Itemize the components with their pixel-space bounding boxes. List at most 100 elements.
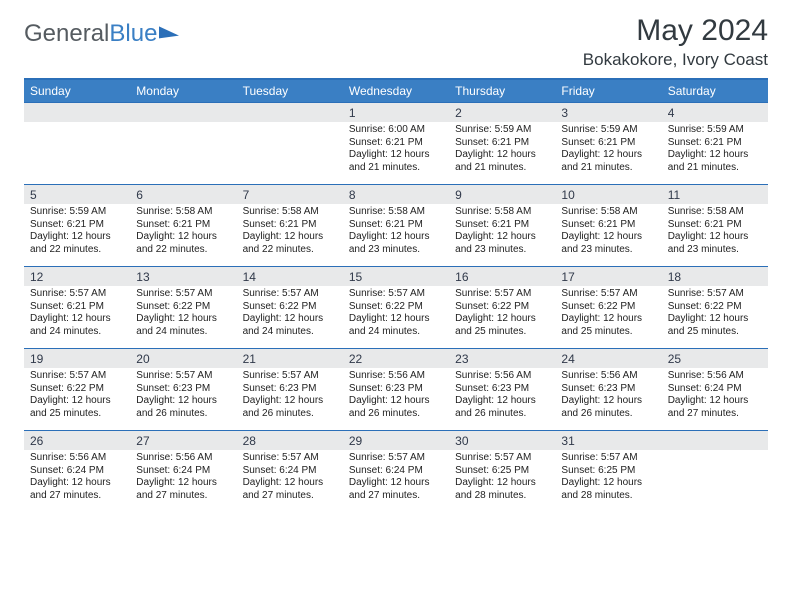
day-number: 15	[343, 267, 449, 286]
dayname: Thursday	[449, 80, 555, 102]
dayname: Tuesday	[237, 80, 343, 102]
calendar: SundayMondayTuesdayWednesdayThursdayFrid…	[24, 78, 768, 512]
sunset-text: Sunset: 6:21 PM	[349, 219, 443, 232]
sunrise-text: Sunrise: 6:00 AM	[349, 124, 443, 137]
month-title: May 2024	[583, 14, 768, 48]
day-number: 20	[130, 349, 236, 368]
daylight-text: Daylight: 12 hours and 22 minutes.	[136, 231, 230, 256]
daylight-text: Daylight: 12 hours and 22 minutes.	[243, 231, 337, 256]
day-cell: Sunrise: 5:56 AMSunset: 6:24 PMDaylight:…	[24, 450, 130, 512]
day-cell: Sunrise: 5:59 AMSunset: 6:21 PMDaylight:…	[555, 122, 661, 184]
title-block: May 2024 Bokakokore, Ivory Coast	[583, 14, 768, 70]
sunrise-text: Sunrise: 5:57 AM	[455, 452, 549, 465]
daylight-text: Daylight: 12 hours and 27 minutes.	[136, 477, 230, 502]
day-number: 22	[343, 349, 449, 368]
week-number-row: 1234	[24, 103, 768, 122]
sunset-text: Sunset: 6:23 PM	[561, 383, 655, 396]
daylight-text: Daylight: 12 hours and 28 minutes.	[455, 477, 549, 502]
day-number	[24, 103, 130, 122]
sunset-text: Sunset: 6:22 PM	[668, 301, 762, 314]
daylight-text: Daylight: 12 hours and 26 minutes.	[243, 395, 337, 420]
logo-word2: Blue	[109, 20, 157, 48]
daylight-text: Daylight: 12 hours and 26 minutes.	[561, 395, 655, 420]
sunrise-text: Sunrise: 5:58 AM	[136, 206, 230, 219]
sunset-text: Sunset: 6:22 PM	[455, 301, 549, 314]
daylight-text: Daylight: 12 hours and 27 minutes.	[243, 477, 337, 502]
sunrise-text: Sunrise: 5:56 AM	[349, 370, 443, 383]
day-number: 23	[449, 349, 555, 368]
sunset-text: Sunset: 6:21 PM	[455, 219, 549, 232]
daylight-text: Daylight: 12 hours and 25 minutes.	[455, 313, 549, 338]
week-number-row: 262728293031	[24, 431, 768, 450]
day-number: 10	[555, 185, 661, 204]
day-cell: Sunrise: 5:57 AMSunset: 6:21 PMDaylight:…	[24, 286, 130, 348]
day-cell: Sunrise: 5:57 AMSunset: 6:23 PMDaylight:…	[237, 368, 343, 430]
day-number: 24	[555, 349, 661, 368]
week: 1234Sunrise: 6:00 AMSunset: 6:21 PMDayli…	[24, 102, 768, 184]
sunrise-text: Sunrise: 5:57 AM	[243, 452, 337, 465]
sunset-text: Sunset: 6:24 PM	[668, 383, 762, 396]
day-cell: Sunrise: 5:57 AMSunset: 6:22 PMDaylight:…	[24, 368, 130, 430]
day-number	[662, 431, 768, 450]
sunrise-text: Sunrise: 5:57 AM	[668, 288, 762, 301]
sunrise-text: Sunrise: 5:57 AM	[136, 370, 230, 383]
day-number: 13	[130, 267, 236, 286]
sunrise-text: Sunrise: 5:58 AM	[243, 206, 337, 219]
day-cell: Sunrise: 5:58 AMSunset: 6:21 PMDaylight:…	[130, 204, 236, 266]
dayname: Wednesday	[343, 80, 449, 102]
sunset-text: Sunset: 6:22 PM	[349, 301, 443, 314]
sunrise-text: Sunrise: 5:57 AM	[349, 452, 443, 465]
day-cell: Sunrise: 5:57 AMSunset: 6:24 PMDaylight:…	[343, 450, 449, 512]
sunrise-text: Sunrise: 5:57 AM	[243, 370, 337, 383]
daylight-text: Daylight: 12 hours and 26 minutes.	[136, 395, 230, 420]
day-cell: Sunrise: 5:58 AMSunset: 6:21 PMDaylight:…	[449, 204, 555, 266]
sunrise-text: Sunrise: 5:57 AM	[349, 288, 443, 301]
week-body-row: Sunrise: 5:57 AMSunset: 6:21 PMDaylight:…	[24, 286, 768, 348]
week: 12131415161718Sunrise: 5:57 AMSunset: 6:…	[24, 266, 768, 348]
sunset-text: Sunset: 6:24 PM	[349, 465, 443, 478]
daylight-text: Daylight: 12 hours and 21 minutes.	[349, 149, 443, 174]
dayname-row: SundayMondayTuesdayWednesdayThursdayFrid…	[24, 80, 768, 102]
sunset-text: Sunset: 6:21 PM	[668, 219, 762, 232]
daylight-text: Daylight: 12 hours and 27 minutes.	[30, 477, 124, 502]
week-body-row: Sunrise: 6:00 AMSunset: 6:21 PMDaylight:…	[24, 122, 768, 184]
sunrise-text: Sunrise: 5:58 AM	[349, 206, 443, 219]
sunset-text: Sunset: 6:24 PM	[136, 465, 230, 478]
dayname: Friday	[555, 80, 661, 102]
sunset-text: Sunset: 6:23 PM	[136, 383, 230, 396]
day-number: 9	[449, 185, 555, 204]
daylight-text: Daylight: 12 hours and 21 minutes.	[668, 149, 762, 174]
day-number: 29	[343, 431, 449, 450]
dayname: Saturday	[662, 80, 768, 102]
day-cell: Sunrise: 5:56 AMSunset: 6:24 PMDaylight:…	[662, 368, 768, 430]
day-cell: Sunrise: 5:56 AMSunset: 6:23 PMDaylight:…	[555, 368, 661, 430]
day-cell: Sunrise: 5:59 AMSunset: 6:21 PMDaylight:…	[662, 122, 768, 184]
day-cell: Sunrise: 5:58 AMSunset: 6:21 PMDaylight:…	[343, 204, 449, 266]
sunrise-text: Sunrise: 5:57 AM	[136, 288, 230, 301]
week: 19202122232425Sunrise: 5:57 AMSunset: 6:…	[24, 348, 768, 430]
sunrise-text: Sunrise: 5:57 AM	[30, 288, 124, 301]
day-number: 2	[449, 103, 555, 122]
sunset-text: Sunset: 6:21 PM	[136, 219, 230, 232]
week-body-row: Sunrise: 5:57 AMSunset: 6:22 PMDaylight:…	[24, 368, 768, 430]
sunset-text: Sunset: 6:21 PM	[561, 137, 655, 150]
sunset-text: Sunset: 6:25 PM	[561, 465, 655, 478]
day-cell: Sunrise: 5:56 AMSunset: 6:23 PMDaylight:…	[449, 368, 555, 430]
day-cell: Sunrise: 5:59 AMSunset: 6:21 PMDaylight:…	[449, 122, 555, 184]
day-cell: Sunrise: 5:58 AMSunset: 6:21 PMDaylight:…	[555, 204, 661, 266]
sunrise-text: Sunrise: 5:57 AM	[30, 370, 124, 383]
sunset-text: Sunset: 6:21 PM	[668, 137, 762, 150]
sunset-text: Sunset: 6:21 PM	[561, 219, 655, 232]
day-cell: Sunrise: 5:57 AMSunset: 6:22 PMDaylight:…	[237, 286, 343, 348]
week-number-row: 567891011	[24, 185, 768, 204]
daylight-text: Daylight: 12 hours and 25 minutes.	[668, 313, 762, 338]
sunset-text: Sunset: 6:21 PM	[243, 219, 337, 232]
sunrise-text: Sunrise: 5:57 AM	[561, 288, 655, 301]
day-cell: Sunrise: 5:56 AMSunset: 6:24 PMDaylight:…	[130, 450, 236, 512]
day-cell	[24, 122, 130, 184]
day-cell: Sunrise: 5:57 AMSunset: 6:22 PMDaylight:…	[343, 286, 449, 348]
week-body-row: Sunrise: 5:56 AMSunset: 6:24 PMDaylight:…	[24, 450, 768, 512]
dayname: Monday	[130, 80, 236, 102]
day-cell: Sunrise: 6:00 AMSunset: 6:21 PMDaylight:…	[343, 122, 449, 184]
sunset-text: Sunset: 6:21 PM	[30, 219, 124, 232]
